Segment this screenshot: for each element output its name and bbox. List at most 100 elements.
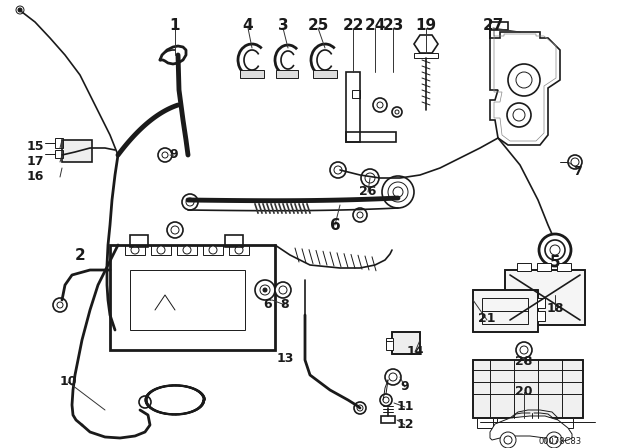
Text: 19: 19 [415, 18, 436, 33]
Circle shape [53, 298, 67, 312]
Text: 13: 13 [276, 352, 294, 365]
Circle shape [182, 194, 198, 210]
Bar [313, 70, 337, 78]
Circle shape [235, 246, 243, 254]
Bar [229, 245, 249, 255]
Text: 16: 16 [26, 170, 44, 183]
Bar [151, 245, 171, 255]
Text: 24: 24 [364, 18, 386, 33]
Bar [477, 418, 493, 428]
Bar [414, 53, 438, 58]
Bar [537, 298, 545, 308]
Bar [517, 263, 531, 271]
Bar [386, 338, 393, 350]
Text: 4: 4 [243, 18, 253, 33]
Polygon shape [490, 416, 572, 442]
Bar [130, 270, 245, 330]
Circle shape [568, 155, 582, 169]
Polygon shape [414, 35, 438, 53]
Circle shape [183, 246, 191, 254]
Bar [240, 70, 264, 78]
Bar [517, 418, 533, 428]
Bar [225, 235, 243, 247]
Circle shape [361, 169, 379, 187]
Circle shape [158, 148, 172, 162]
Text: 27: 27 [483, 18, 504, 33]
Text: 1: 1 [170, 18, 180, 33]
Text: 10: 10 [60, 375, 77, 388]
Text: 9: 9 [401, 380, 410, 393]
Text: 26: 26 [359, 185, 377, 198]
Circle shape [255, 280, 275, 300]
Bar [557, 263, 571, 271]
Bar [490, 22, 508, 30]
Bar [392, 332, 420, 354]
Text: 6: 6 [330, 218, 340, 233]
Text: 9: 9 [170, 148, 179, 161]
Bar [473, 290, 538, 332]
Text: 23: 23 [382, 18, 404, 33]
Bar [203, 245, 223, 255]
Text: 21: 21 [478, 312, 496, 325]
Circle shape [546, 432, 562, 448]
Text: 14: 14 [406, 345, 424, 358]
Bar [381, 416, 395, 423]
Bar [276, 70, 298, 78]
Text: 20: 20 [515, 385, 532, 398]
Text: 15: 15 [26, 140, 44, 153]
Bar [505, 270, 585, 325]
Bar [130, 235, 148, 247]
Polygon shape [490, 22, 560, 145]
Text: 2: 2 [75, 248, 85, 263]
Bar [557, 418, 573, 428]
Bar [110, 245, 275, 350]
Circle shape [382, 176, 414, 208]
Bar [352, 90, 360, 98]
Bar [497, 418, 513, 428]
Bar [537, 418, 553, 428]
Circle shape [353, 208, 367, 222]
Circle shape [263, 288, 267, 292]
Circle shape [516, 342, 532, 358]
Circle shape [539, 234, 571, 266]
Bar [505, 270, 585, 325]
Bar [55, 138, 63, 148]
Circle shape [385, 369, 401, 385]
Circle shape [500, 432, 516, 448]
Bar [177, 245, 197, 255]
Circle shape [157, 246, 165, 254]
Bar [346, 72, 360, 142]
Bar [392, 332, 420, 354]
Circle shape [330, 162, 346, 178]
Circle shape [275, 282, 291, 298]
Bar [473, 360, 583, 418]
Text: 12: 12 [396, 418, 413, 431]
Text: 11: 11 [396, 400, 413, 413]
Circle shape [18, 8, 22, 12]
Text: 18: 18 [547, 302, 564, 315]
Bar [537, 311, 545, 321]
Text: 22: 22 [342, 18, 364, 33]
Circle shape [16, 6, 24, 14]
Bar [55, 150, 63, 158]
Bar [125, 245, 145, 255]
Text: 17: 17 [26, 155, 44, 168]
Circle shape [139, 396, 151, 408]
Text: 00078C83: 00078C83 [538, 437, 582, 446]
Text: 8: 8 [281, 298, 289, 311]
Circle shape [131, 246, 139, 254]
Bar [473, 290, 538, 332]
Bar [62, 140, 92, 162]
Circle shape [373, 98, 387, 112]
Bar [537, 263, 551, 271]
Bar [482, 298, 528, 324]
Circle shape [380, 394, 392, 406]
Text: 6: 6 [264, 298, 272, 311]
Circle shape [392, 107, 402, 117]
Bar [473, 360, 583, 418]
Circle shape [167, 222, 183, 238]
Circle shape [209, 246, 217, 254]
Text: 28: 28 [515, 355, 532, 368]
Text: 5: 5 [550, 255, 560, 270]
Text: 7: 7 [573, 165, 581, 178]
